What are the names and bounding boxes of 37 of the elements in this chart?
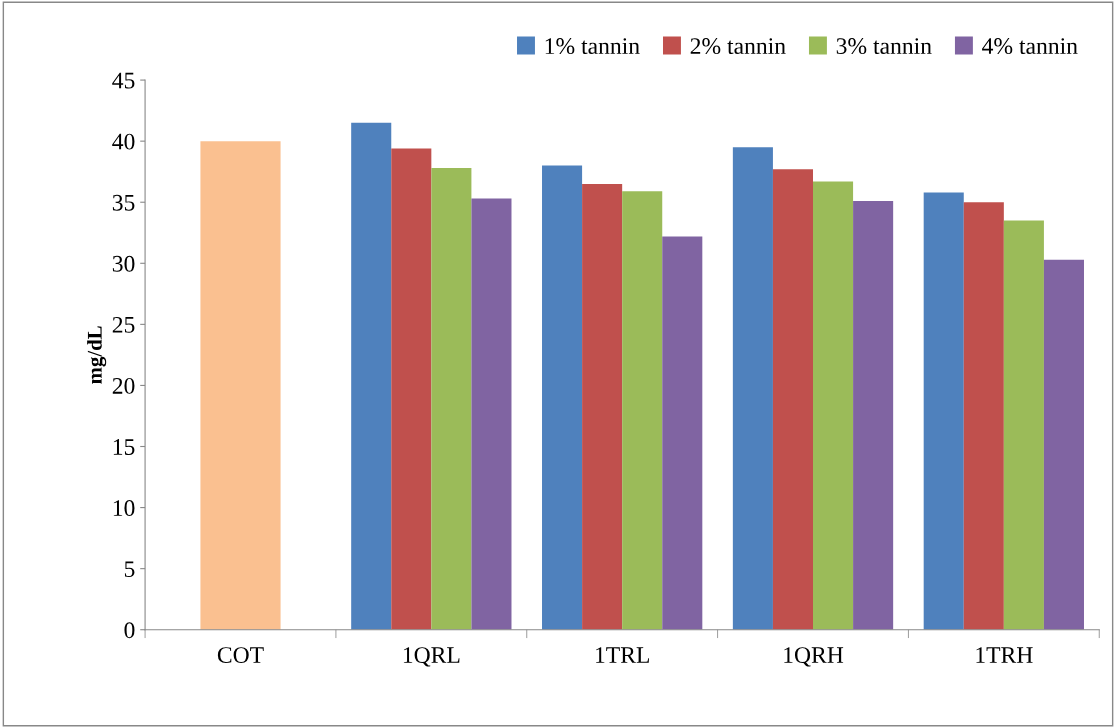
y-tick-label: 35	[112, 194, 135, 211]
x-tick-label: COT	[217, 647, 264, 663]
legend-label: 2% tannin	[690, 38, 786, 55]
y-tick-label: 5	[124, 561, 135, 578]
legend-label: 3% tannin	[836, 38, 932, 55]
bar	[200, 141, 281, 630]
bar	[963, 202, 1004, 630]
x-tick-label: 1QRL	[403, 647, 460, 667]
y-tick-label: 0	[124, 622, 135, 639]
bar	[662, 236, 703, 630]
y-tick-label: 20	[112, 377, 135, 394]
x-tick-label: 1QRH	[784, 647, 844, 667]
y-tick-label: 30	[112, 255, 135, 272]
legend-label: 4% tannin	[982, 38, 1078, 55]
y-tick-label: 10	[113, 500, 135, 516]
bar	[351, 122, 392, 630]
y-tick-label: 25	[112, 316, 135, 333]
bar	[431, 168, 472, 630]
bar	[732, 147, 773, 630]
bar	[542, 165, 583, 630]
y-tick-label: 45	[112, 72, 135, 89]
bar	[772, 169, 814, 630]
bar	[622, 191, 663, 630]
y-tick-label: 15	[113, 439, 135, 455]
bar	[582, 183, 623, 630]
x-tick-label: 1TRL	[596, 647, 649, 663]
bar	[1003, 220, 1044, 630]
bar	[471, 198, 512, 630]
bar	[1043, 259, 1084, 630]
y-axis-title: mg/dL	[87, 326, 107, 384]
x-tick-label: 1TRH	[976, 647, 1033, 663]
legend-label: 1% tannin	[545, 38, 640, 55]
bar	[391, 148, 432, 630]
bar	[813, 181, 854, 630]
y-tick-label: 40	[112, 133, 135, 150]
bar	[853, 201, 894, 630]
bar	[923, 192, 964, 630]
